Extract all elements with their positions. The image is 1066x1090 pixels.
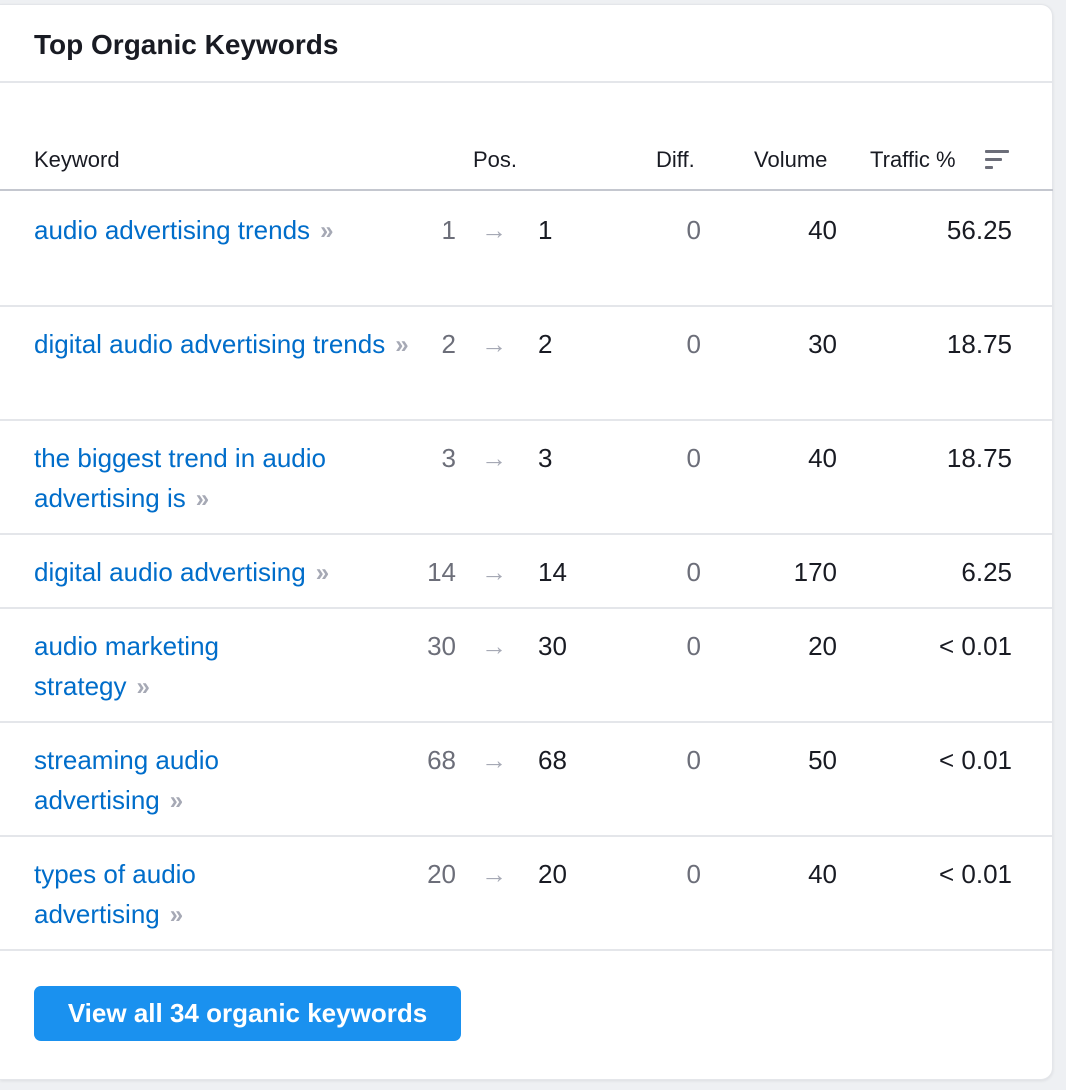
keyword-difficulty: 0 [686, 329, 701, 359]
keyword-link[interactable]: types of audio advertising» [34, 854, 294, 936]
keyword-difficulty: 0 [686, 631, 701, 661]
table-row: audio marketing strategy» 30 → 30 0 20 <… [0, 609, 1053, 723]
current-position: 2 [538, 329, 553, 359]
keyword-difficulty: 0 [686, 443, 701, 473]
traffic-percent: 56.25 [946, 215, 1012, 245]
arrow-right-icon: → [481, 329, 507, 359]
widget-title: Top Organic Keywords [34, 29, 339, 60]
keyword-difficulty: 0 [686, 745, 701, 775]
traffic-percent: 18.75 [946, 443, 1012, 473]
current-position: 3 [538, 443, 553, 473]
keyword-difficulty: 0 [686, 215, 701, 245]
table-row: types of audio advertising» 20 → 20 0 40… [0, 837, 1053, 951]
search-volume: 40 [808, 859, 837, 889]
table-header: Keyword Pos. Diff. Volume Traffic % [0, 135, 1053, 191]
traffic-percent: < 0.01 [938, 631, 1012, 661]
table-row: audio advertising trends» 1 → 1 0 40 56.… [0, 193, 1053, 307]
keywords-table-body: audio advertising trends» 1 → 1 0 40 56.… [0, 193, 1053, 951]
traffic-percent: 18.75 [946, 329, 1012, 359]
search-volume: 30 [808, 329, 837, 359]
previous-position: 1 [441, 215, 456, 245]
chevron-double-right-icon[interactable]: » [169, 786, 184, 815]
search-volume: 20 [808, 631, 837, 661]
previous-position: 14 [427, 557, 456, 587]
traffic-percent: 6.25 [961, 557, 1012, 587]
column-header-volume[interactable]: Volume [754, 147, 828, 172]
keyword-link[interactable]: streaming audio advertising» [34, 740, 294, 822]
keyword-link[interactable]: audio advertising trends» [34, 210, 424, 252]
keyword-link[interactable]: audio marketing strategy» [34, 626, 294, 708]
arrow-right-icon: → [481, 557, 507, 587]
current-position: 14 [538, 557, 567, 587]
view-all-keywords-button[interactable]: View all 34 organic keywords [34, 986, 461, 1041]
chevron-double-right-icon[interactable]: » [315, 558, 330, 587]
previous-position: 68 [427, 745, 456, 775]
table-row: streaming audio advertising» 68 → 68 0 5… [0, 723, 1053, 837]
traffic-percent: < 0.01 [938, 859, 1012, 889]
arrow-right-icon: → [481, 631, 507, 661]
previous-position: 30 [427, 631, 456, 661]
current-position: 1 [538, 215, 553, 245]
arrow-right-icon: → [481, 859, 507, 889]
keyword-difficulty: 0 [686, 859, 701, 889]
widget-header: Top Organic Keywords [0, 5, 1052, 83]
column-header-pos[interactable]: Pos. [473, 147, 518, 172]
previous-position: 3 [441, 443, 456, 473]
top-organic-keywords-widget: Top Organic Keywords Keyword Pos. Diff. … [0, 4, 1053, 1080]
search-volume: 40 [808, 443, 837, 473]
chevron-double-right-icon[interactable]: » [195, 484, 210, 513]
chevron-double-right-icon[interactable]: » [136, 672, 151, 701]
arrow-right-icon: → [481, 443, 507, 473]
chevron-double-right-icon[interactable]: » [395, 330, 409, 359]
search-volume: 50 [808, 745, 837, 775]
table-row: digital audio advertising trends» 2 → 2 … [0, 307, 1053, 421]
table-row: digital audio advertising» 14 → 14 0 170… [0, 535, 1053, 609]
keyword-link[interactable]: digital audio advertising» [34, 552, 434, 594]
chevron-double-right-icon[interactable]: » [169, 900, 184, 929]
table-row: the biggest trend in audio advertising i… [0, 421, 1053, 535]
keyword-link[interactable]: digital audio advertising trends» [34, 324, 424, 366]
arrow-right-icon: → [481, 745, 507, 775]
chevron-double-right-icon[interactable]: » [320, 216, 334, 245]
keyword-link[interactable]: the biggest trend in audio advertising i… [34, 438, 424, 520]
keyword-difficulty: 0 [686, 557, 701, 587]
search-volume: 40 [808, 215, 837, 245]
previous-position: 20 [427, 859, 456, 889]
traffic-percent: < 0.01 [938, 745, 1012, 775]
arrow-right-icon: → [481, 215, 507, 245]
current-position: 20 [538, 859, 567, 889]
search-volume: 170 [793, 557, 837, 587]
column-header-keyword[interactable]: Keyword [34, 147, 120, 172]
sort-icon[interactable] [985, 149, 1009, 171]
column-header-traffic[interactable]: Traffic % [870, 147, 956, 172]
previous-position: 2 [441, 329, 456, 359]
column-header-diff[interactable]: Diff. [656, 147, 695, 172]
current-position: 30 [538, 631, 567, 661]
current-position: 68 [538, 745, 567, 775]
